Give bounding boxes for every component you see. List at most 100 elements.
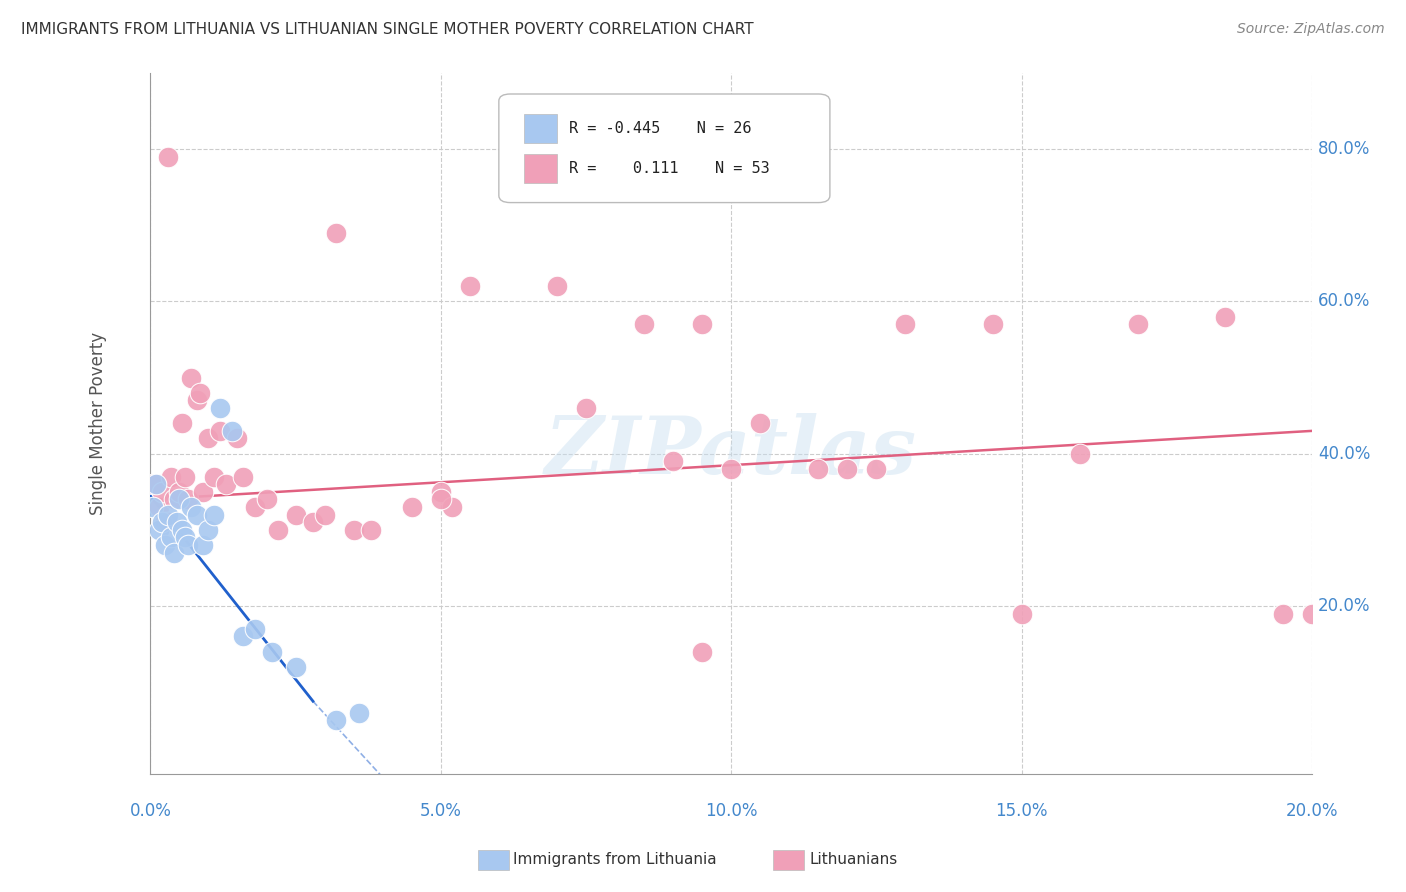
Point bbox=[343, 523, 366, 537]
Point bbox=[180, 370, 202, 384]
Point bbox=[429, 484, 451, 499]
Point bbox=[148, 500, 170, 514]
Point bbox=[267, 523, 290, 537]
Point bbox=[807, 462, 830, 476]
Point bbox=[186, 508, 208, 522]
Point bbox=[1011, 607, 1033, 621]
Point bbox=[166, 515, 188, 529]
Point bbox=[232, 630, 254, 644]
Point bbox=[243, 500, 266, 514]
Text: 40.0%: 40.0% bbox=[1317, 445, 1369, 463]
Text: IMMIGRANTS FROM LITHUANIA VS LITHUANIAN SINGLE MOTHER POVERTY CORRELATION CHART: IMMIGRANTS FROM LITHUANIA VS LITHUANIAN … bbox=[21, 22, 754, 37]
Point bbox=[148, 523, 170, 537]
Text: Lithuanians: Lithuanians bbox=[810, 853, 898, 867]
Point bbox=[360, 523, 382, 537]
Point bbox=[156, 515, 179, 529]
Point bbox=[633, 318, 655, 332]
Point bbox=[145, 477, 167, 491]
Point bbox=[1213, 310, 1236, 324]
Point bbox=[690, 318, 713, 332]
Point bbox=[458, 279, 481, 293]
Point bbox=[209, 424, 232, 438]
Point bbox=[177, 538, 200, 552]
Point bbox=[169, 492, 191, 507]
Point bbox=[1126, 318, 1149, 332]
Text: 10.0%: 10.0% bbox=[704, 802, 758, 820]
Point bbox=[180, 500, 202, 514]
Text: 60.0%: 60.0% bbox=[1317, 293, 1369, 310]
Point bbox=[546, 279, 568, 293]
Bar bbox=[524, 113, 557, 143]
Point bbox=[325, 226, 347, 240]
Text: 20.0%: 20.0% bbox=[1317, 597, 1371, 615]
Point bbox=[159, 531, 181, 545]
Point bbox=[169, 484, 191, 499]
Point bbox=[262, 645, 284, 659]
Point bbox=[209, 401, 232, 415]
Point bbox=[215, 477, 238, 491]
Point bbox=[575, 401, 598, 415]
Point bbox=[1069, 447, 1091, 461]
Point bbox=[429, 492, 451, 507]
Point bbox=[302, 515, 325, 529]
Point bbox=[894, 318, 917, 332]
Point bbox=[142, 500, 165, 514]
Point bbox=[243, 622, 266, 636]
Point bbox=[172, 523, 194, 537]
Point bbox=[153, 515, 176, 529]
Point bbox=[156, 508, 179, 522]
Text: 5.0%: 5.0% bbox=[420, 802, 461, 820]
Point bbox=[314, 508, 336, 522]
Text: Source: ZipAtlas.com: Source: ZipAtlas.com bbox=[1237, 22, 1385, 37]
Point bbox=[349, 706, 371, 720]
Point bbox=[441, 500, 464, 514]
Point bbox=[174, 469, 197, 483]
Point bbox=[162, 546, 184, 560]
Text: 80.0%: 80.0% bbox=[1317, 140, 1369, 158]
Point bbox=[1301, 607, 1323, 621]
Point bbox=[153, 538, 176, 552]
Point bbox=[226, 432, 249, 446]
Point bbox=[191, 538, 214, 552]
Point bbox=[981, 318, 1004, 332]
Point bbox=[284, 660, 307, 674]
Text: 15.0%: 15.0% bbox=[995, 802, 1047, 820]
Point bbox=[145, 477, 167, 491]
Point bbox=[150, 515, 173, 529]
Text: 0.0%: 0.0% bbox=[129, 802, 172, 820]
Point bbox=[865, 462, 887, 476]
Point bbox=[188, 385, 211, 400]
Point bbox=[256, 492, 278, 507]
Point bbox=[690, 645, 713, 659]
Point bbox=[142, 477, 165, 491]
Point bbox=[662, 454, 685, 468]
Point bbox=[197, 432, 219, 446]
Text: Single Mother Poverty: Single Mother Poverty bbox=[89, 332, 107, 515]
Point bbox=[174, 531, 197, 545]
Point bbox=[1271, 607, 1294, 621]
Point bbox=[749, 417, 772, 431]
Text: Immigrants from Lithuania: Immigrants from Lithuania bbox=[513, 853, 717, 867]
Point bbox=[197, 523, 219, 537]
Point bbox=[186, 393, 208, 408]
Point bbox=[325, 713, 347, 727]
Point bbox=[172, 417, 194, 431]
Point bbox=[837, 462, 859, 476]
Point bbox=[221, 424, 243, 438]
Text: R =    0.111    N = 53: R = 0.111 N = 53 bbox=[568, 161, 769, 176]
FancyBboxPatch shape bbox=[499, 94, 830, 202]
Text: R = -0.445    N = 26: R = -0.445 N = 26 bbox=[568, 120, 751, 136]
Point bbox=[156, 150, 179, 164]
Text: 20.0%: 20.0% bbox=[1285, 802, 1339, 820]
Point bbox=[720, 462, 742, 476]
Point bbox=[232, 469, 254, 483]
Point bbox=[162, 492, 184, 507]
Point bbox=[177, 492, 200, 507]
Point bbox=[401, 500, 423, 514]
Point bbox=[191, 484, 214, 499]
Text: ZIPatlas: ZIPatlas bbox=[546, 412, 917, 490]
Point bbox=[284, 508, 307, 522]
Point bbox=[202, 469, 225, 483]
Point bbox=[150, 484, 173, 499]
Point bbox=[202, 508, 225, 522]
